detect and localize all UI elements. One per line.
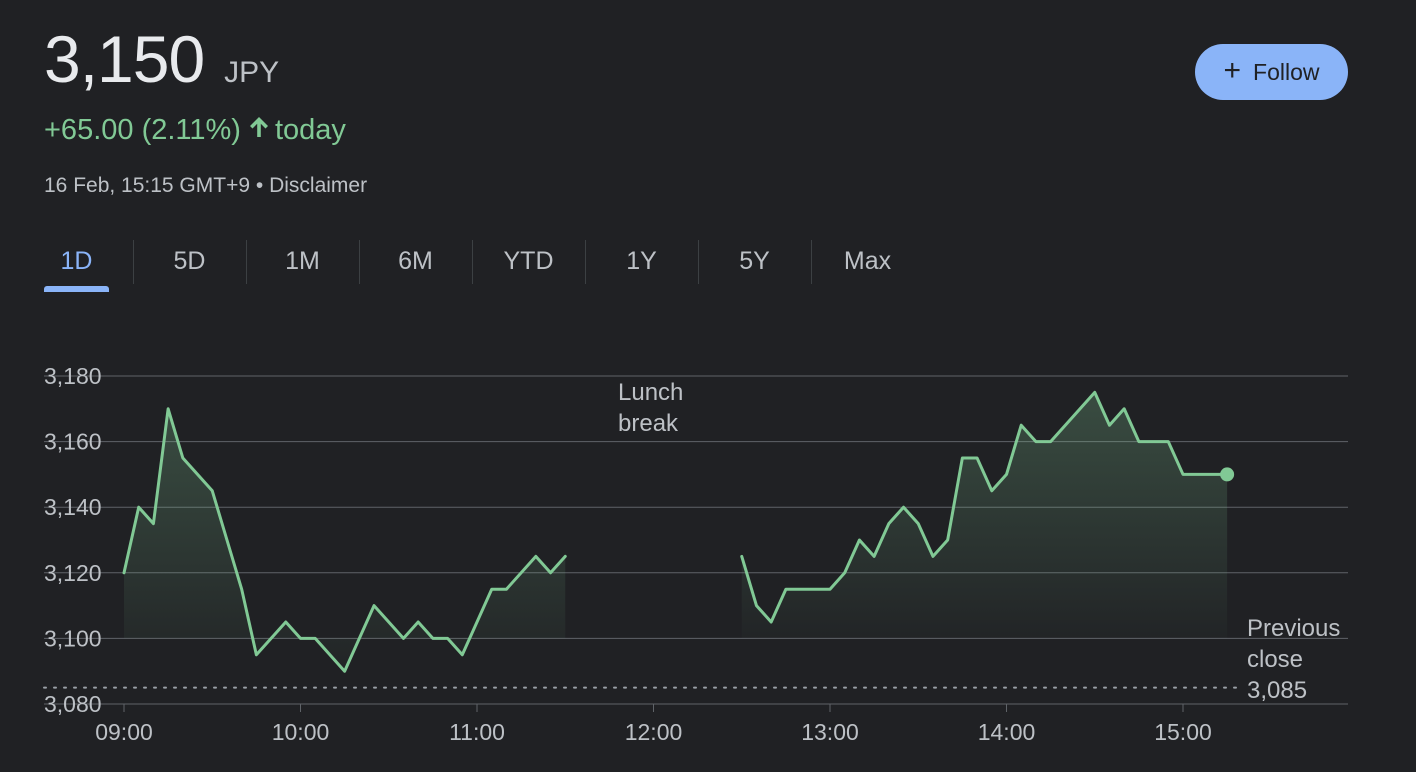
lunch-break-label: Lunch <box>618 379 683 406</box>
tab-1y[interactable]: 1Y <box>585 238 698 284</box>
latest-price-dot <box>1220 467 1235 482</box>
y-tick-label: 3,140 <box>44 494 102 520</box>
change-value: +65.00 (2.11%) <box>44 114 241 146</box>
price-line-segment-2 <box>740 390 1229 624</box>
follow-label: Follow <box>1253 58 1320 85</box>
y-tick-label: 3,160 <box>44 429 102 455</box>
y-tick-label: 3,180 <box>44 363 102 389</box>
tab-1m[interactable]: 1M <box>246 238 359 284</box>
previous-close-label: 3,085 <box>1247 677 1307 704</box>
quote-meta: 16 Feb, 15:15 GMT+9 • Disclaimer <box>44 174 367 198</box>
tab-5d[interactable]: 5D <box>133 238 246 284</box>
range-tabs: 1D 5D 1M 6M YTD 1Y 5Y Max <box>20 238 924 294</box>
price-line-segment-1 <box>122 407 567 673</box>
arrow-up-icon <box>249 114 269 147</box>
timestamp: 16 Feb, 15:15 GMT+9 <box>44 174 251 197</box>
x-tick-label: 15:00 <box>1154 719 1212 745</box>
plus-icon: + <box>1223 54 1242 87</box>
x-tick-label: 12:00 <box>625 719 683 745</box>
tab-1d[interactable]: 1D <box>20 238 133 292</box>
area-fill-segment-2 <box>741 392 1228 639</box>
price-change: +65.00 (2.11%) today <box>44 114 346 147</box>
tab-5y[interactable]: 5Y <box>698 238 811 284</box>
currency-code: JPY <box>224 56 280 89</box>
x-tick-label: 14:00 <box>978 719 1036 745</box>
disclaimer-link[interactable]: Disclaimer <box>269 174 368 197</box>
y-tick-label: 3,080 <box>44 691 102 717</box>
area-fill-segment-1 <box>124 408 566 672</box>
previous-close-label: Previous <box>1247 615 1340 642</box>
y-tick-label: 3,120 <box>44 560 102 586</box>
quote-header: 3,150 JPY <box>44 26 279 92</box>
tab-ytd[interactable]: YTD <box>472 238 585 284</box>
tab-6m[interactable]: 6M <box>359 238 472 284</box>
y-tick-label: 3,100 <box>44 625 102 651</box>
x-tick-label: 09:00 <box>95 719 153 745</box>
price-chart: 3,180 3,160 3,140 3,120 3,100 3,080 09:00 10:00… <box>0 330 1416 772</box>
tab-max[interactable]: Max <box>811 238 924 284</box>
follow-button[interactable]: + Follow <box>1195 44 1348 100</box>
x-tick-label: 10:00 <box>272 719 330 745</box>
lunch-break-label: break <box>618 410 679 437</box>
x-tick-label: 13:00 <box>801 719 859 745</box>
separator-dot: • <box>255 174 264 197</box>
x-tick-label: 11:00 <box>449 719 505 745</box>
current-price: 3,150 <box>44 22 205 96</box>
change-period: today <box>274 114 346 146</box>
previous-close-label: close <box>1247 646 1303 673</box>
